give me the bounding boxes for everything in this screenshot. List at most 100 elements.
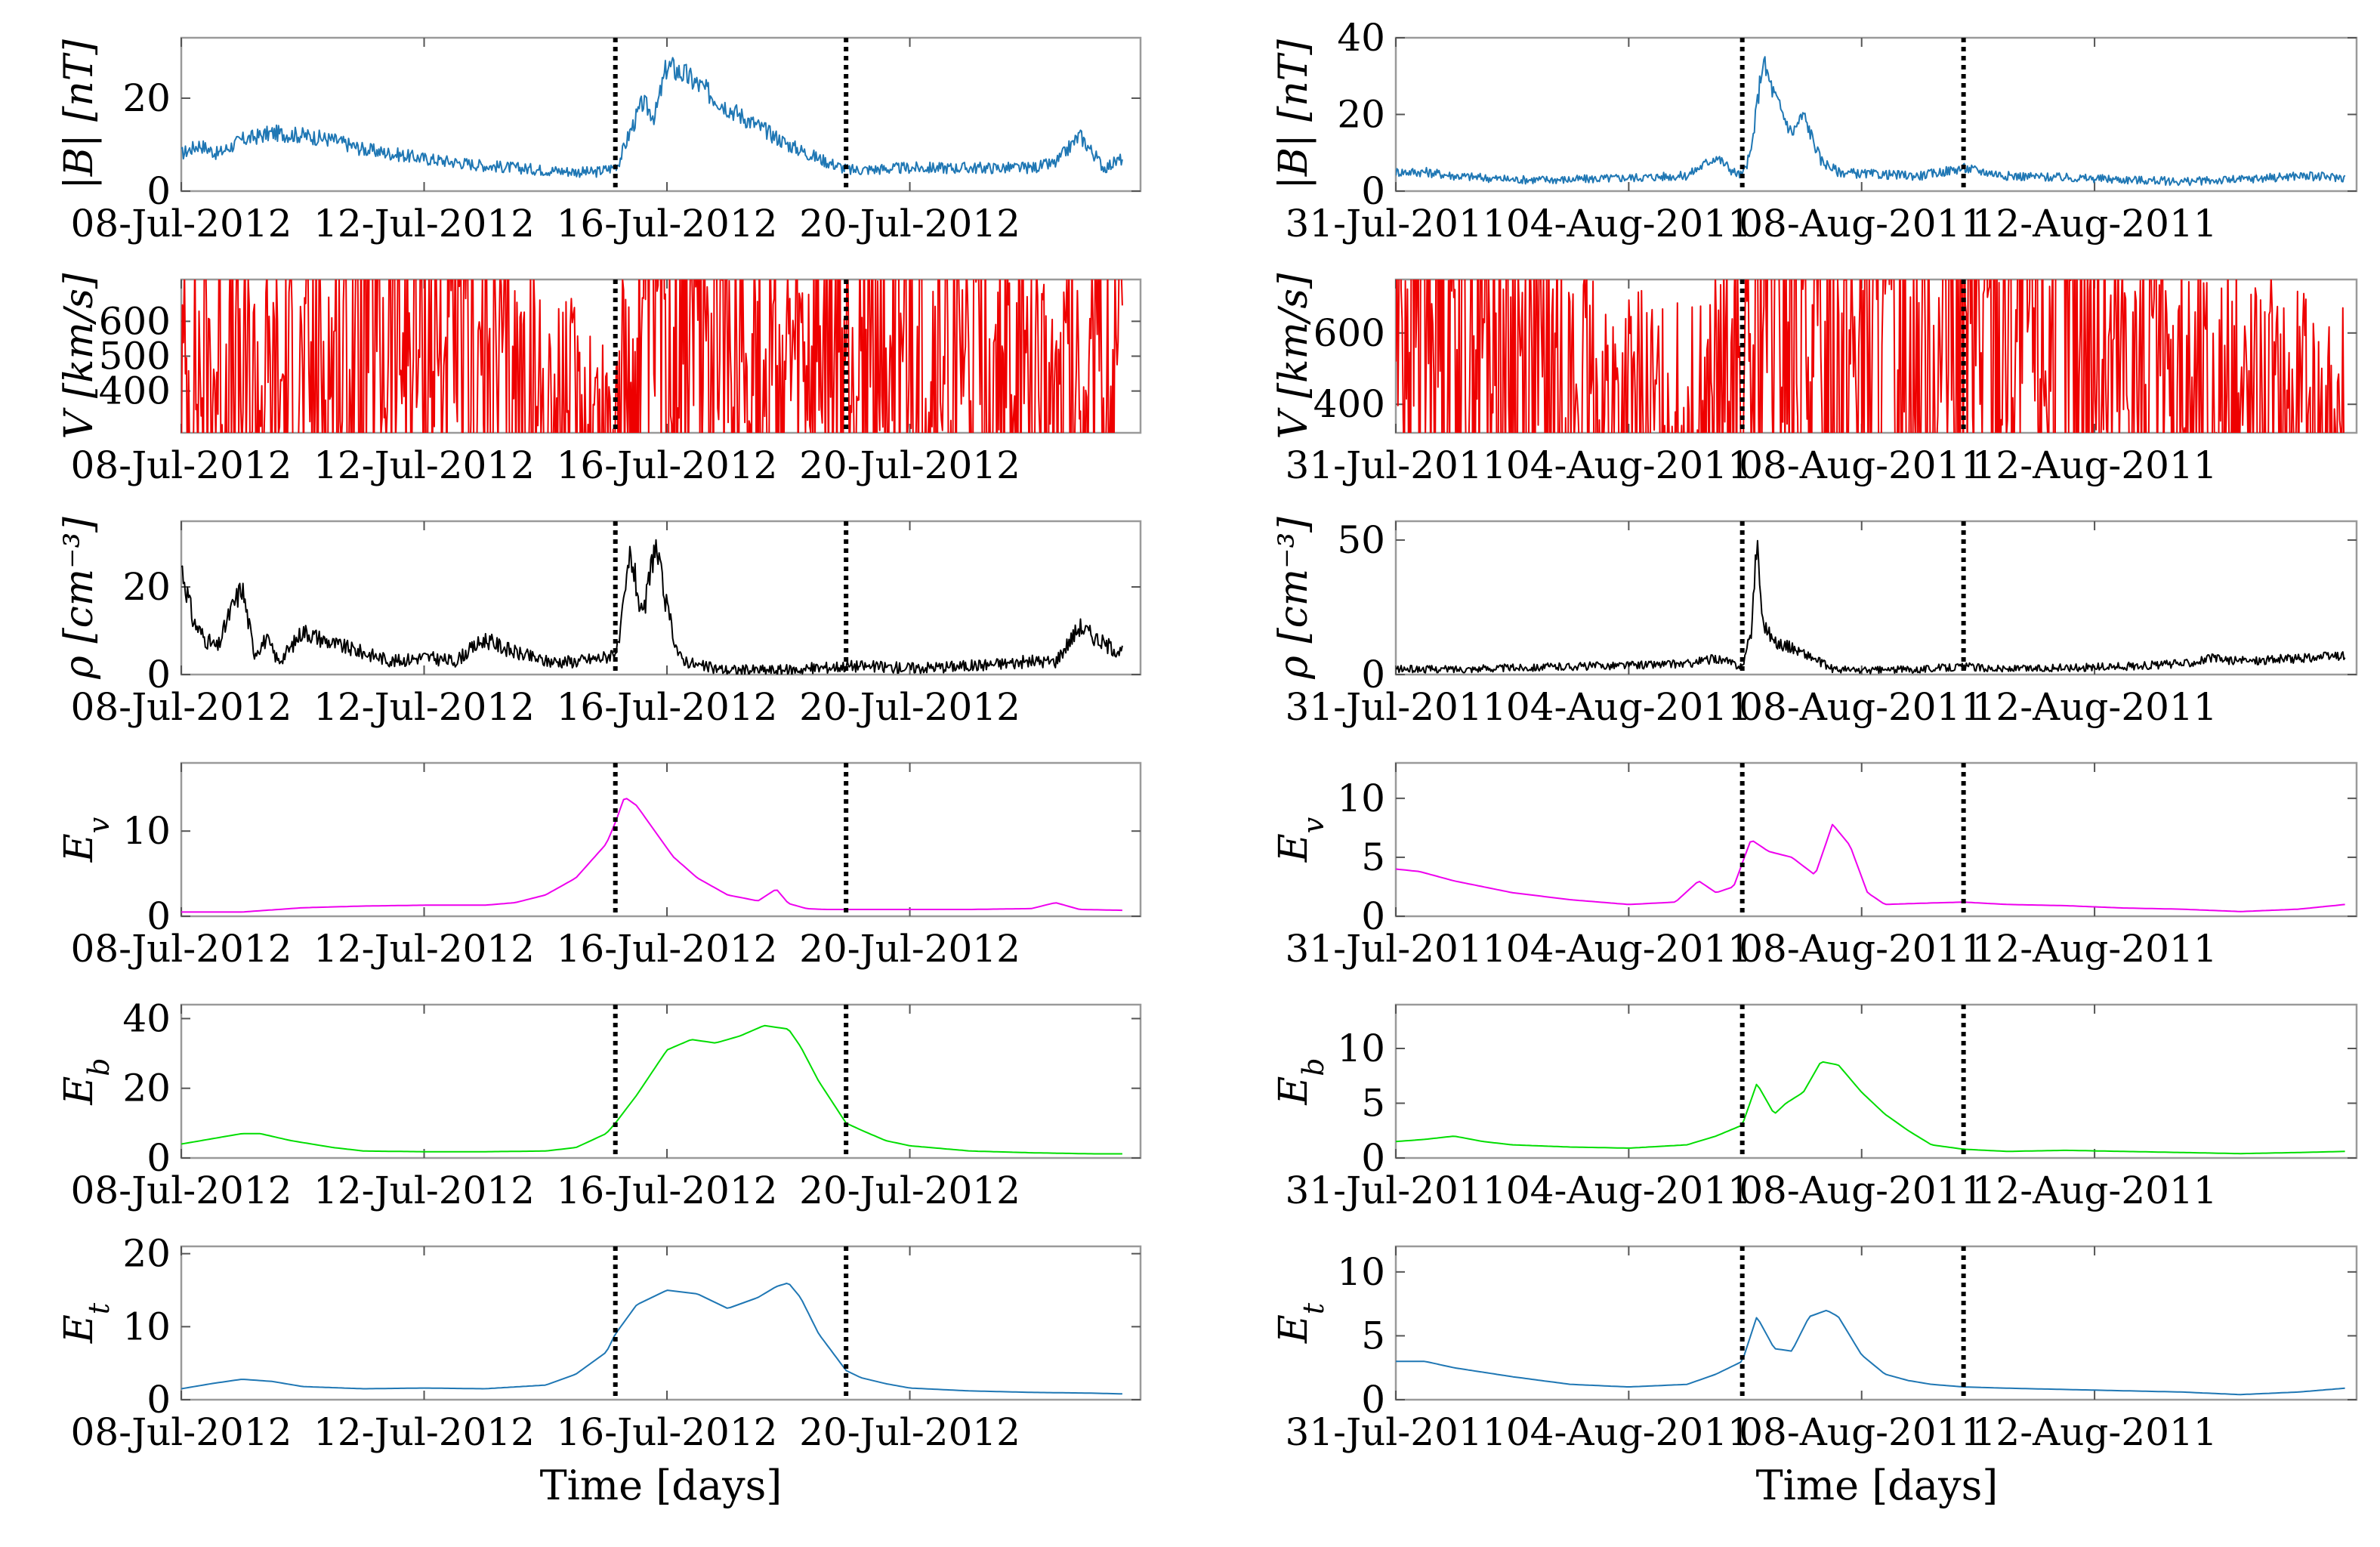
- y-tick-label: 600: [1313, 311, 1385, 355]
- panel-B: 31-Jul-2011 04-Aug-201108-Aug-201112-Aug-…: [1271, 16, 2358, 245]
- axes-frame: [180, 520, 1142, 676]
- y-tick-label: 20: [122, 565, 171, 609]
- y-tick-label: 20: [1337, 93, 1385, 137]
- chart-column-2: 31-Jul-2011 04-Aug-201108-Aug-201112-Aug-…: [1271, 16, 2358, 1509]
- x-tick-label: 31-Jul-2011: [1286, 685, 1507, 729]
- x-tick-label: 08-Aug-2011: [1739, 685, 1984, 729]
- x-tick-label: 12-Jul-2012: [313, 443, 535, 487]
- axes-frame: [180, 1245, 1142, 1401]
- x-tick-label: 12-Jul-2012: [313, 685, 535, 729]
- series-line-Et: [1396, 1309, 2345, 1396]
- y-axis-label: |B| [nT]: [57, 39, 102, 190]
- x-tick-label: 08-Aug-2011: [1739, 202, 1984, 245]
- y-tick-label: 600: [99, 299, 171, 343]
- x-tick-label: 20-Jul-2012: [799, 202, 1020, 245]
- series-line-V: [181, 279, 1123, 433]
- x-tick-label: 12-Jul-2012: [313, 1410, 535, 1454]
- x-tick-label: 08-Jul-2012: [71, 202, 292, 245]
- panel-Ev: 08-Jul-2012 12-Jul-2012 16-Jul-2012 20-Jul-…: [57, 761, 1142, 971]
- y-axis-label: ρ [cm⁻³]: [57, 517, 102, 680]
- y-tick-label: 0: [147, 169, 171, 213]
- x-tick-label: 16-Jul-2012: [557, 685, 778, 729]
- panel-rho: 08-Jul-2012 12-Jul-2012 16-Jul-2012 20-Jul-…: [57, 517, 1142, 729]
- y-axis-label: V [km/s]: [57, 273, 102, 439]
- panel-Et: 31-Jul-2011 04-Aug-201108-Aug-201112-Aug-…: [1271, 1245, 2358, 1454]
- x-tick-label: 16-Jul-2012: [557, 1410, 778, 1454]
- x-tick-label: 12-Aug-2011: [1972, 202, 2218, 245]
- y-tick-label: 5: [1361, 835, 1385, 879]
- x-tick-label: 12-Aug-2011: [1972, 927, 2218, 971]
- panel-B: 08-Jul-2012 12-Jul-2012 16-Jul-2012 20-Jul-…: [57, 36, 1142, 245]
- axes-frame: [1394, 36, 2358, 193]
- y-tick-label: 10: [1337, 1027, 1385, 1070]
- series-line-Et: [181, 1283, 1122, 1395]
- x-tick-label: 08-Aug-2011: [1739, 927, 1984, 971]
- axes-frame: [180, 761, 1142, 918]
- x-tick-label: 20-Jul-2012: [799, 927, 1020, 971]
- y-tick-label: 20: [122, 1232, 171, 1276]
- chart-column-1: 08-Jul-2012 12-Jul-2012 16-Jul-2012 20-Jul-…: [57, 36, 1142, 1509]
- y-tick-label: 0: [1361, 894, 1385, 938]
- y-tick-label: 500: [99, 335, 171, 378]
- x-tick-label: 20-Jul-2012: [799, 685, 1020, 729]
- x-tick-label: 04-Aug-2011: [1506, 1169, 1752, 1212]
- x-tick-label: 12-Aug-2011: [1972, 443, 2218, 487]
- x-tick-label: 31-Jul-2011: [1286, 443, 1507, 487]
- x-tick-label: 04-Aug-2011: [1506, 1410, 1752, 1454]
- x-tick-label: 20-Jul-2012: [799, 443, 1020, 487]
- x-tick-label: 12-Jul-2012: [313, 1169, 535, 1212]
- series-line-V: [1396, 279, 2345, 433]
- y-tick-label: 400: [99, 369, 171, 413]
- series-line-Eb: [181, 1024, 1122, 1155]
- y-tick-label: 0: [1361, 1136, 1385, 1180]
- panel-V: 31-Jul-2011 04-Aug-201108-Aug-201112-Aug-…: [1271, 273, 2358, 487]
- x-tick-label: 16-Jul-2012: [557, 1169, 778, 1212]
- x-axis-title: Time [days]: [1756, 1462, 1999, 1509]
- y-axis-label: Eb: [57, 1058, 116, 1105]
- x-tick-label: 16-Jul-2012: [557, 202, 778, 245]
- x-tick-label: 16-Jul-2012: [557, 443, 778, 487]
- y-axis-label: Ev: [1271, 817, 1330, 863]
- x-tick-label: 08-Jul-2012: [71, 927, 292, 971]
- y-axis-label: Et: [57, 1302, 116, 1344]
- x-tick-label: 12-Jul-2012: [313, 927, 535, 971]
- x-tick-label: 20-Jul-2012: [799, 1410, 1020, 1454]
- y-tick-label: 40: [122, 996, 171, 1040]
- series-line-Ev: [181, 798, 1122, 913]
- y-tick-label: 400: [1313, 382, 1385, 426]
- y-tick-label: 5: [1361, 1082, 1385, 1126]
- x-axis-title: Time [days]: [540, 1462, 783, 1509]
- series-line-B: [1396, 56, 2346, 187]
- y-tick-label: 0: [147, 653, 171, 696]
- y-tick-label: 50: [1337, 518, 1385, 562]
- panel-Eb: 08-Jul-2012 12-Jul-2012 16-Jul-2012 20-Jul-…: [57, 996, 1142, 1212]
- y-tick-label: 20: [122, 76, 171, 120]
- x-tick-label: 20-Jul-2012: [799, 1169, 1020, 1212]
- x-tick-label: 12-Jul-2012: [313, 202, 535, 245]
- x-tick-label: 08-Jul-2012: [71, 1169, 292, 1212]
- axes-frame: [1394, 520, 2358, 676]
- series-line-Ev: [1396, 823, 2345, 912]
- y-axis-label: Ev: [57, 817, 116, 863]
- x-tick-label: 31-Jul-2011: [1286, 927, 1507, 971]
- x-tick-label: 12-Aug-2011: [1972, 1410, 2218, 1454]
- y-tick-label: 0: [147, 1378, 171, 1422]
- y-axis-label: ρ [cm⁻³]: [1271, 517, 1317, 680]
- x-tick-label: 08-Jul-2012: [71, 1410, 292, 1454]
- panel-V: 08-Jul-2012 12-Jul-2012 16-Jul-2012 20-Jul-…: [57, 273, 1142, 487]
- x-tick-label: 12-Aug-2011: [1972, 1169, 2218, 1212]
- x-tick-label: 04-Aug-2011: [1506, 202, 1752, 245]
- y-tick-label: 40: [1337, 16, 1385, 60]
- series-line-Eb: [1396, 1061, 2345, 1155]
- x-tick-label: 12-Aug-2011: [1972, 685, 2218, 729]
- x-tick-label: 08-Jul-2012: [71, 443, 292, 487]
- x-tick-label: 04-Aug-2011: [1506, 685, 1752, 729]
- x-tick-label: 08-Jul-2012: [71, 685, 292, 729]
- x-tick-label: 08-Aug-2011: [1739, 1410, 1984, 1454]
- x-tick-label: 31-Jul-2011: [1286, 1169, 1507, 1212]
- y-tick-label: 0: [147, 894, 171, 938]
- axes-frame: [180, 1003, 1142, 1159]
- x-tick-label: 04-Aug-2011: [1506, 443, 1752, 487]
- y-axis-label: V [km/s]: [1271, 273, 1317, 439]
